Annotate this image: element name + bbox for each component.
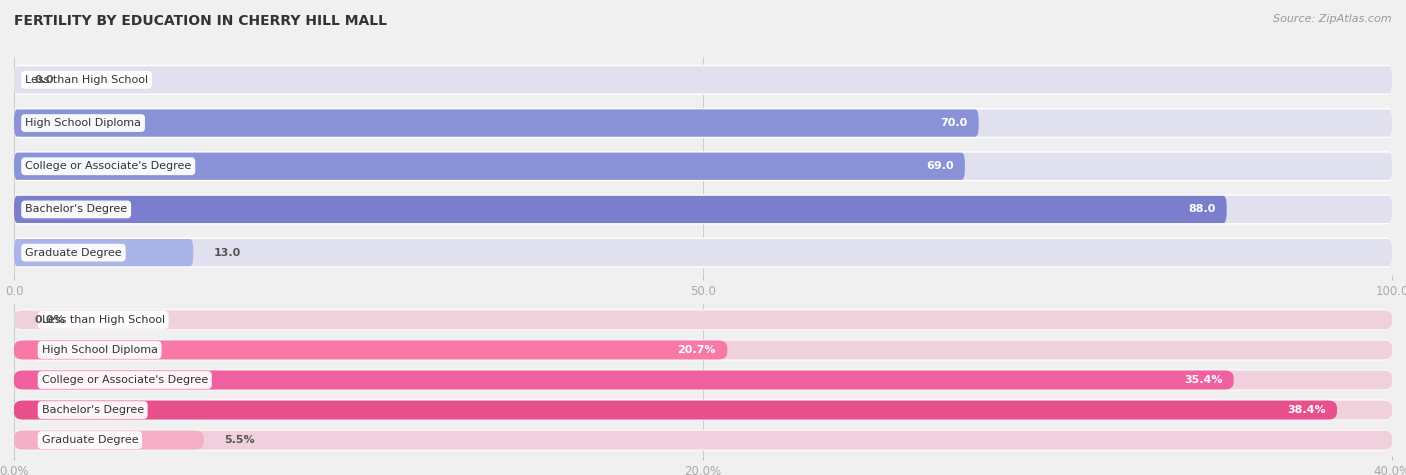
FancyBboxPatch shape [14, 431, 204, 449]
FancyBboxPatch shape [14, 431, 1392, 449]
FancyBboxPatch shape [14, 151, 1392, 181]
FancyBboxPatch shape [14, 429, 1392, 450]
FancyBboxPatch shape [14, 108, 1392, 138]
Text: Bachelor's Degree: Bachelor's Degree [42, 405, 143, 415]
FancyBboxPatch shape [14, 109, 1392, 137]
FancyBboxPatch shape [14, 370, 1392, 390]
FancyBboxPatch shape [14, 152, 965, 180]
FancyBboxPatch shape [14, 400, 1337, 419]
FancyBboxPatch shape [14, 239, 193, 266]
Text: 69.0: 69.0 [927, 161, 953, 171]
FancyBboxPatch shape [14, 152, 1392, 180]
Text: College or Associate's Degree: College or Associate's Degree [25, 161, 191, 171]
FancyBboxPatch shape [14, 341, 727, 360]
Text: 5.5%: 5.5% [224, 435, 254, 445]
FancyBboxPatch shape [14, 66, 1392, 94]
FancyBboxPatch shape [14, 109, 979, 137]
Text: Graduate Degree: Graduate Degree [25, 247, 122, 257]
FancyBboxPatch shape [14, 194, 1392, 225]
Text: High School Diploma: High School Diploma [25, 118, 141, 128]
FancyBboxPatch shape [14, 370, 1392, 389]
Text: 35.4%: 35.4% [1184, 375, 1222, 385]
FancyBboxPatch shape [14, 196, 1226, 223]
Text: 88.0: 88.0 [1188, 204, 1216, 214]
FancyBboxPatch shape [14, 399, 1392, 420]
Text: Graduate Degree: Graduate Degree [42, 435, 138, 445]
Text: Less than High School: Less than High School [25, 75, 148, 85]
Text: 38.4%: 38.4% [1286, 405, 1326, 415]
FancyBboxPatch shape [14, 400, 1392, 419]
FancyBboxPatch shape [14, 340, 1392, 361]
FancyBboxPatch shape [14, 311, 1392, 329]
Text: 70.0: 70.0 [941, 118, 967, 128]
Text: 20.7%: 20.7% [678, 345, 716, 355]
FancyBboxPatch shape [14, 370, 1233, 389]
FancyBboxPatch shape [14, 239, 1392, 266]
FancyBboxPatch shape [14, 310, 1392, 331]
Text: Less than High School: Less than High School [42, 315, 165, 325]
Text: High School Diploma: High School Diploma [42, 345, 157, 355]
Text: FERTILITY BY EDUCATION IN CHERRY HILL MALL: FERTILITY BY EDUCATION IN CHERRY HILL MA… [14, 14, 387, 28]
FancyBboxPatch shape [14, 196, 1392, 223]
FancyBboxPatch shape [14, 341, 1392, 360]
FancyBboxPatch shape [14, 65, 1392, 95]
Text: Bachelor's Degree: Bachelor's Degree [25, 204, 127, 214]
Text: 0.0: 0.0 [35, 75, 55, 85]
Text: College or Associate's Degree: College or Associate's Degree [42, 375, 208, 385]
Text: Source: ZipAtlas.com: Source: ZipAtlas.com [1274, 14, 1392, 24]
FancyBboxPatch shape [14, 238, 1392, 267]
Text: 13.0: 13.0 [214, 247, 240, 257]
Text: 0.0%: 0.0% [35, 315, 65, 325]
